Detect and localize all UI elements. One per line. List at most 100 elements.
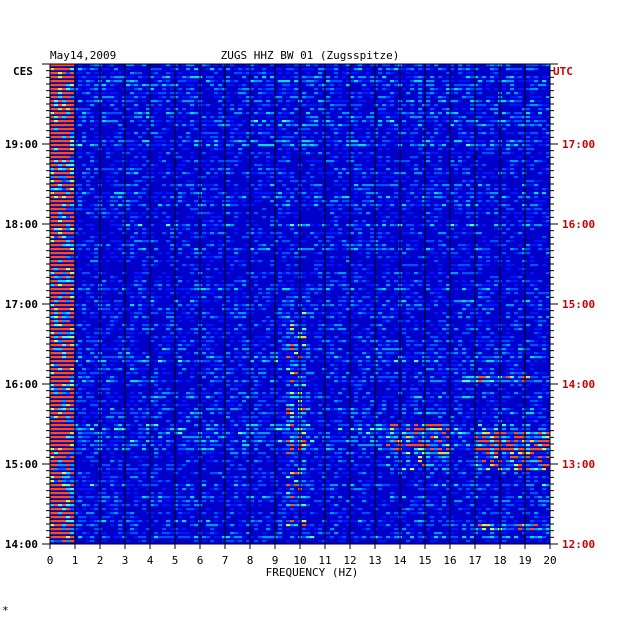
spectrogram-cell	[366, 272, 371, 275]
spectrogram-cell	[430, 248, 435, 251]
spectrogram-cell	[90, 128, 95, 131]
spectrogram-cell	[454, 256, 459, 259]
spectrogram-cell	[378, 184, 383, 187]
spectrogram-cell	[338, 296, 343, 299]
spectrogram-cell	[302, 196, 307, 199]
spectrogram-cell	[62, 92, 67, 95]
spectrogram-cell	[66, 136, 71, 139]
spectrogram-cell	[150, 176, 155, 179]
spectrogram-cell	[154, 180, 159, 183]
spectrogram-cell	[202, 312, 207, 315]
spectrogram-cell	[538, 140, 543, 143]
spectrogram-cell	[62, 168, 67, 171]
spectrogram-cell	[206, 76, 211, 79]
spectrogram-cell	[502, 148, 507, 151]
spectrogram-cell	[166, 260, 171, 263]
spectrogram-cell	[82, 240, 87, 243]
spectrogram-cell	[522, 148, 527, 151]
spectrogram-cell	[518, 308, 523, 311]
spectrogram-cell	[370, 160, 375, 163]
spectrogram-cell	[262, 84, 267, 87]
spectrogram-cell	[282, 68, 287, 71]
spectrogram-cell	[346, 136, 351, 139]
spectrogram-cell	[490, 128, 495, 131]
spectrogram-cell	[206, 276, 211, 279]
spectrogram-cell	[382, 224, 387, 227]
spectrogram-cell	[206, 152, 211, 155]
spectrogram-cell	[78, 88, 83, 91]
spectrogram-cell	[114, 68, 119, 71]
spectrogram-cell	[78, 296, 83, 299]
spectrogram-cell	[378, 200, 383, 203]
spectrogram-cell	[186, 184, 191, 187]
spectrogram-cell	[170, 176, 175, 179]
spectrogram-cell	[50, 156, 55, 159]
spectrogram-cell	[54, 144, 59, 147]
spectrogram-cell	[538, 204, 543, 207]
spectrogram-cell	[238, 280, 243, 283]
spectrogram-cell	[210, 168, 215, 171]
spectrogram-cell	[262, 136, 267, 139]
spectrogram-cell	[114, 144, 119, 147]
spectrogram-cell	[286, 264, 291, 267]
spectrogram-cell	[70, 276, 75, 279]
spectrogram-cell	[358, 244, 363, 247]
spectrogram-cell	[494, 200, 499, 203]
spectrogram-cell	[246, 104, 251, 107]
spectrogram-cell	[122, 160, 127, 163]
spectrogram-cell	[322, 176, 327, 179]
spectrogram-cell	[502, 176, 507, 179]
spectrogram-cell	[122, 100, 127, 103]
spectrogram-cell	[538, 152, 543, 155]
spectrogram-cell	[346, 244, 351, 247]
spectrogram-cell	[374, 224, 379, 227]
spectrogram-cell	[266, 124, 271, 127]
spectrogram-cell	[522, 204, 527, 207]
spectrogram-cell	[486, 100, 491, 103]
spectrogram-cell	[534, 240, 539, 243]
spectrogram-cell	[130, 292, 135, 295]
spectrogram-cell	[446, 96, 451, 99]
spectrogram-cell	[458, 100, 463, 103]
spectrogram-cell	[90, 192, 95, 195]
spectrogram-cell	[94, 316, 99, 319]
spectrogram-cell	[302, 248, 307, 251]
spectrogram-cell	[190, 184, 195, 187]
spectrogram-cell	[82, 316, 87, 319]
spectrogram-cell	[322, 128, 327, 131]
spectrogram-cell	[546, 88, 551, 91]
spectrogram-cell	[538, 104, 543, 107]
spectrogram-cell	[350, 116, 355, 119]
spectrogram-cell	[310, 176, 315, 179]
spectrogram-cell	[258, 204, 263, 207]
spectrogram-cell	[438, 212, 443, 215]
spectrogram-cell	[490, 300, 495, 303]
spectrogram-cell	[110, 152, 115, 155]
spectrogram-cell	[378, 292, 383, 295]
spectrogram-cell	[362, 76, 367, 79]
spectrogram-cell	[106, 92, 111, 95]
spectrogram-cell	[494, 120, 499, 123]
spectrogram-cell	[186, 240, 191, 243]
spectrogram-cell	[130, 184, 135, 187]
spectrogram-cell	[58, 260, 63, 263]
spectrogram-cell	[234, 252, 239, 255]
spectrogram-cell	[366, 292, 371, 295]
spectrogram-cell	[242, 264, 247, 267]
spectrogram-cell	[462, 280, 467, 283]
spectrogram-cell	[162, 148, 167, 151]
spectrogram-cell	[470, 316, 475, 319]
spectrogram-cell	[250, 120, 255, 123]
spectrogram-cell	[374, 240, 379, 243]
spectrogram-cell	[178, 204, 183, 207]
spectrogram-cell	[142, 164, 147, 167]
spectrogram-cell	[546, 108, 551, 111]
spectrogram-cell	[294, 124, 299, 127]
spectrogram-cell	[414, 240, 419, 243]
spectrogram-cell	[214, 104, 219, 107]
spectrogram-cell	[262, 184, 267, 187]
spectrogram-cell	[458, 72, 463, 75]
spectrogram-cell	[54, 304, 59, 307]
spectrogram-cell	[166, 168, 171, 171]
spectrogram-cell	[530, 220, 535, 223]
